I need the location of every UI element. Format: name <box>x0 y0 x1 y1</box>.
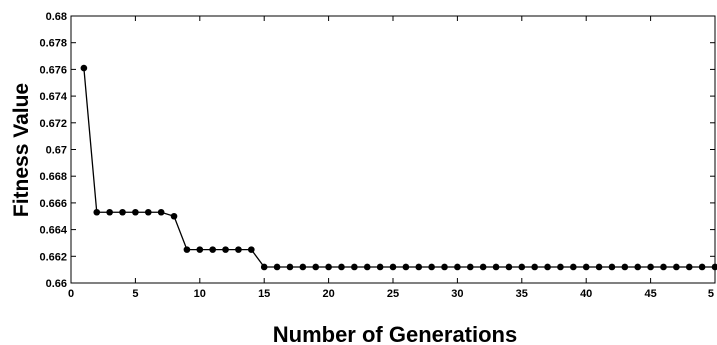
y-tick-label: 0.666 <box>39 198 67 210</box>
data-point <box>389 263 397 271</box>
data-point <box>351 263 358 271</box>
data-point <box>93 208 101 216</box>
data-point <box>454 263 461 271</box>
data-point <box>673 263 680 271</box>
x-tick-label: 5 <box>708 288 714 300</box>
data-point <box>492 263 500 271</box>
x-tick-label: 20 <box>322 288 334 300</box>
x-tick-label: 35 <box>516 288 528 300</box>
data-point <box>286 263 294 271</box>
y-tick-label: 0.68 <box>46 11 67 23</box>
data-point <box>338 263 345 271</box>
data-point <box>544 263 551 271</box>
y-tick-label: 0.668 <box>39 171 67 183</box>
data-point <box>582 263 590 271</box>
y-tick-label: 0.664 <box>39 225 67 237</box>
data-point <box>144 208 152 216</box>
x-tick-label: 10 <box>194 288 206 300</box>
data-point <box>80 64 88 72</box>
y-tick-label: 0.662 <box>39 251 67 263</box>
data-point <box>415 263 423 271</box>
plot-area <box>70 15 716 284</box>
data-point <box>183 246 191 253</box>
data-point <box>235 246 242 253</box>
data-point <box>196 246 204 253</box>
data-point <box>531 263 538 271</box>
x-tick-label: 45 <box>644 288 656 300</box>
data-point <box>106 208 113 216</box>
data-point <box>170 212 178 220</box>
data-point <box>647 263 654 271</box>
data-point <box>595 263 603 271</box>
data-point <box>157 208 165 216</box>
data-point <box>132 208 139 216</box>
data-point <box>711 263 717 271</box>
y-axis: 0.66 0.662 0.664 0.666 0.668 0.67 0.672 0.674 0.… <box>39 11 715 290</box>
data-point <box>376 263 384 271</box>
data-point <box>570 263 577 271</box>
data-point <box>479 263 487 271</box>
data-point <box>505 263 513 271</box>
data-point <box>312 263 320 271</box>
y-tick-label: 0.676 <box>39 64 67 76</box>
x-tick-label: 25 <box>387 288 399 300</box>
data-point <box>518 263 526 271</box>
data-point <box>557 263 564 271</box>
x-tick-label: 5 <box>132 288 138 300</box>
x-tick-label: 0 <box>68 288 74 300</box>
data-point <box>621 263 629 271</box>
data-point <box>248 246 255 253</box>
y-axis-title: Fitness Value <box>10 83 33 217</box>
x-tick-label: 40 <box>580 288 592 300</box>
data-point <box>466 263 474 271</box>
data-point <box>441 263 448 271</box>
x-tick-label: 15 <box>258 288 270 300</box>
data-point <box>325 263 332 271</box>
y-tick-label: 0.672 <box>39 118 67 130</box>
data-point <box>698 263 706 271</box>
y-tick-label: 0.674 <box>39 91 67 103</box>
x-axis-title: Number of Generations <box>273 322 517 345</box>
data-point <box>273 263 281 271</box>
y-tick-label: 0.678 <box>39 38 67 50</box>
data-point <box>299 263 307 271</box>
data-point <box>402 263 410 271</box>
y-tick-label: 0.66 <box>46 278 67 290</box>
series-points <box>80 64 717 271</box>
data-point <box>428 263 435 271</box>
x-tick-label: 30 <box>451 288 463 300</box>
data-point <box>685 263 693 271</box>
data-point <box>260 263 268 271</box>
data-point <box>222 246 229 253</box>
data-point <box>634 263 642 271</box>
data-point <box>608 263 616 271</box>
data-point <box>660 263 667 271</box>
y-tick-label: 0.67 <box>46 145 67 157</box>
data-point <box>119 208 126 216</box>
data-point <box>363 263 371 271</box>
x-axis: 0 5 10 15 20 25 30 35 40 45 5 <box>68 16 716 300</box>
data-point <box>209 246 216 253</box>
